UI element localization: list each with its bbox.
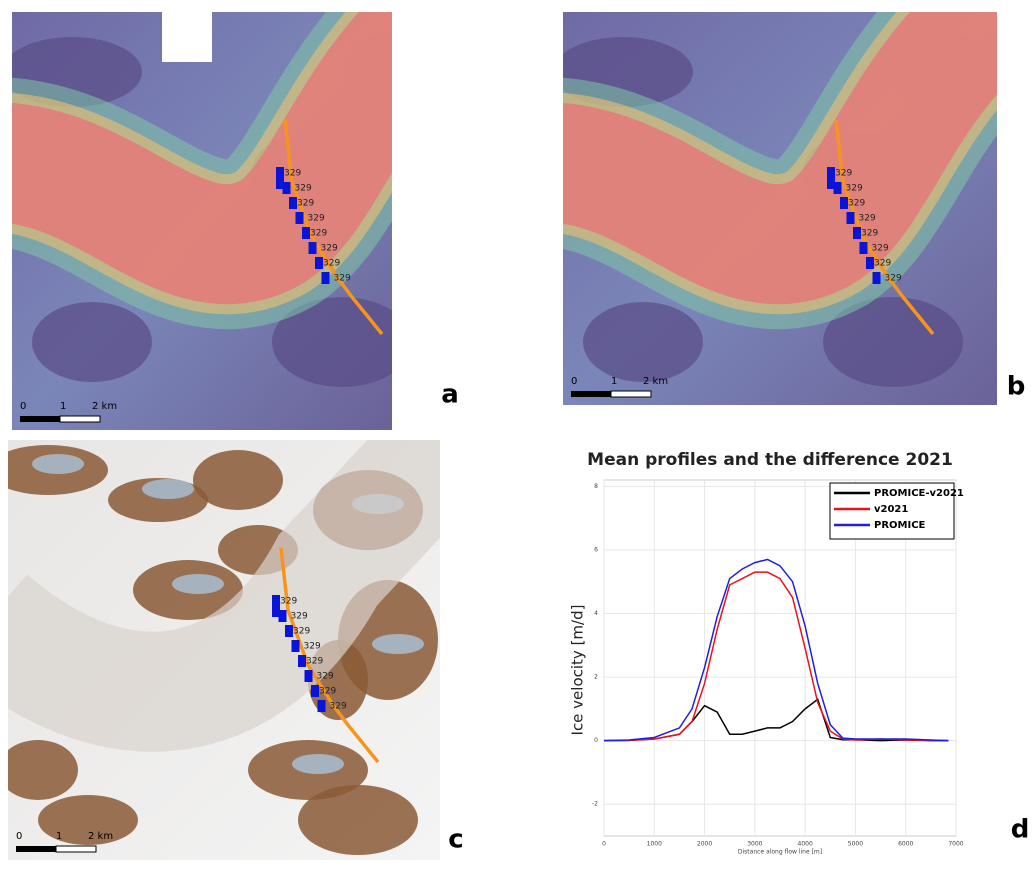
profile-marker bbox=[318, 700, 326, 712]
profile-marker bbox=[298, 655, 306, 667]
profile-marker bbox=[834, 182, 842, 194]
scale-label: 2 km bbox=[88, 831, 113, 842]
x-tick-label: 0 bbox=[602, 841, 606, 848]
marker-label: 329 bbox=[280, 597, 297, 607]
profile-marker bbox=[289, 197, 297, 209]
marker-label: 329 bbox=[291, 612, 308, 622]
x-tick-label: 4000 bbox=[798, 841, 813, 848]
scale-bar-black bbox=[16, 846, 56, 852]
figure: 329329329329329329329329012 kma329329329… bbox=[0, 0, 1034, 868]
marker-label: 329 bbox=[297, 199, 314, 209]
scale-label: 2 km bbox=[92, 401, 117, 412]
scale-label: 0 bbox=[571, 376, 577, 387]
profile-marker bbox=[311, 685, 319, 697]
marker-label: 329 bbox=[334, 274, 351, 284]
scale-bar-black bbox=[20, 416, 60, 422]
marker-label: 329 bbox=[304, 642, 321, 652]
profile-marker bbox=[283, 182, 291, 194]
profile-marker bbox=[860, 242, 868, 254]
x-axis-label: Distance along flow line [m] bbox=[738, 849, 822, 856]
marker-label: 329 bbox=[885, 274, 902, 284]
map-panel: 329 329 329 329 329 329 329 329 bbox=[0, 420, 468, 860]
ice-shadow bbox=[142, 479, 194, 499]
panel-label: a bbox=[441, 380, 459, 410]
profile-marker bbox=[296, 212, 304, 224]
marker-label: 329 bbox=[308, 214, 325, 224]
marker-label: 329 bbox=[872, 244, 889, 254]
scale-bar-white bbox=[56, 846, 96, 852]
x-tick-label: 1000 bbox=[647, 841, 662, 848]
scale-label: 1 bbox=[611, 376, 617, 387]
y-axis-label: Ice velocity [m/d] bbox=[569, 605, 587, 736]
profile-marker bbox=[315, 257, 323, 269]
y-tick-label: 8 bbox=[594, 483, 598, 490]
x-tick-label: 5000 bbox=[848, 841, 863, 848]
chart-title: Mean profiles and the difference 2021 bbox=[587, 450, 953, 470]
scale-label: 1 bbox=[60, 401, 66, 412]
scale-label: 0 bbox=[20, 401, 26, 412]
no-data bbox=[162, 12, 212, 62]
profile-marker bbox=[302, 227, 310, 239]
ice-shadow bbox=[32, 454, 84, 474]
scale-label: 0 bbox=[16, 831, 22, 842]
map-panel: 329 329 329 329 329 329 329 329 bbox=[543, 0, 1023, 405]
profile-marker bbox=[847, 212, 855, 224]
scale-bar-white bbox=[60, 416, 100, 422]
legend-label: v2021 bbox=[874, 504, 908, 515]
x-tick-label: 6000 bbox=[898, 841, 913, 848]
marker-label: 329 bbox=[848, 199, 865, 209]
legend-label: PROMICE-v2021 bbox=[874, 488, 964, 499]
profile-marker bbox=[853, 227, 861, 239]
rock bbox=[298, 785, 418, 855]
x-tick-label: 2000 bbox=[697, 841, 712, 848]
profile-marker bbox=[866, 257, 874, 269]
panel-label: d bbox=[1011, 815, 1030, 845]
marker-label: 329 bbox=[284, 169, 301, 179]
profile-marker bbox=[322, 272, 330, 284]
scale-label: 2 km bbox=[643, 376, 668, 387]
marker-label: 329 bbox=[295, 184, 312, 194]
profile-marker bbox=[840, 197, 848, 209]
marker-label: 329 bbox=[859, 214, 876, 224]
profile-marker bbox=[285, 625, 293, 637]
marker-label: 329 bbox=[874, 259, 891, 269]
y-tick-label: -2 bbox=[592, 801, 598, 808]
marker-label: 329 bbox=[317, 672, 334, 682]
x-tick-label: 3000 bbox=[747, 841, 762, 848]
marker-label: 329 bbox=[330, 702, 347, 712]
profile-marker bbox=[305, 670, 313, 682]
x-tick-label: 7000 bbox=[948, 841, 963, 848]
panel-label: b bbox=[1007, 372, 1026, 402]
scale-label: 1 bbox=[56, 831, 62, 842]
dark-terrain bbox=[583, 302, 703, 382]
marker-label: 329 bbox=[846, 184, 863, 194]
marker-label: 329 bbox=[306, 657, 323, 667]
marker-label: 329 bbox=[861, 229, 878, 239]
profile-marker bbox=[292, 640, 300, 652]
profile-marker bbox=[309, 242, 317, 254]
panel-label: c bbox=[448, 825, 463, 855]
profile-marker bbox=[873, 272, 881, 284]
ice-shadow bbox=[372, 634, 424, 654]
map-panel: 329 329 329 329 329 329 329 329 bbox=[0, 0, 472, 430]
profile-marker bbox=[279, 610, 287, 622]
marker-label: 329 bbox=[835, 169, 852, 179]
y-tick-label: 4 bbox=[594, 610, 598, 617]
y-tick-label: 0 bbox=[594, 737, 598, 744]
dark-terrain bbox=[32, 302, 152, 382]
marker-label: 329 bbox=[323, 259, 340, 269]
rock bbox=[193, 450, 283, 510]
y-tick-label: 6 bbox=[594, 546, 598, 553]
ice-shadow bbox=[172, 574, 224, 594]
marker-label: 329 bbox=[321, 244, 338, 254]
legend-label: PROMICE bbox=[874, 520, 926, 531]
marker-label: 329 bbox=[319, 687, 336, 697]
y-tick-label: 2 bbox=[594, 674, 598, 681]
ice-shadow bbox=[292, 754, 344, 774]
scale-bar-black bbox=[571, 391, 611, 397]
marker-label: 329 bbox=[310, 229, 327, 239]
scale-bar-white bbox=[611, 391, 651, 397]
rock bbox=[0, 740, 78, 800]
marker-label: 329 bbox=[293, 627, 310, 637]
